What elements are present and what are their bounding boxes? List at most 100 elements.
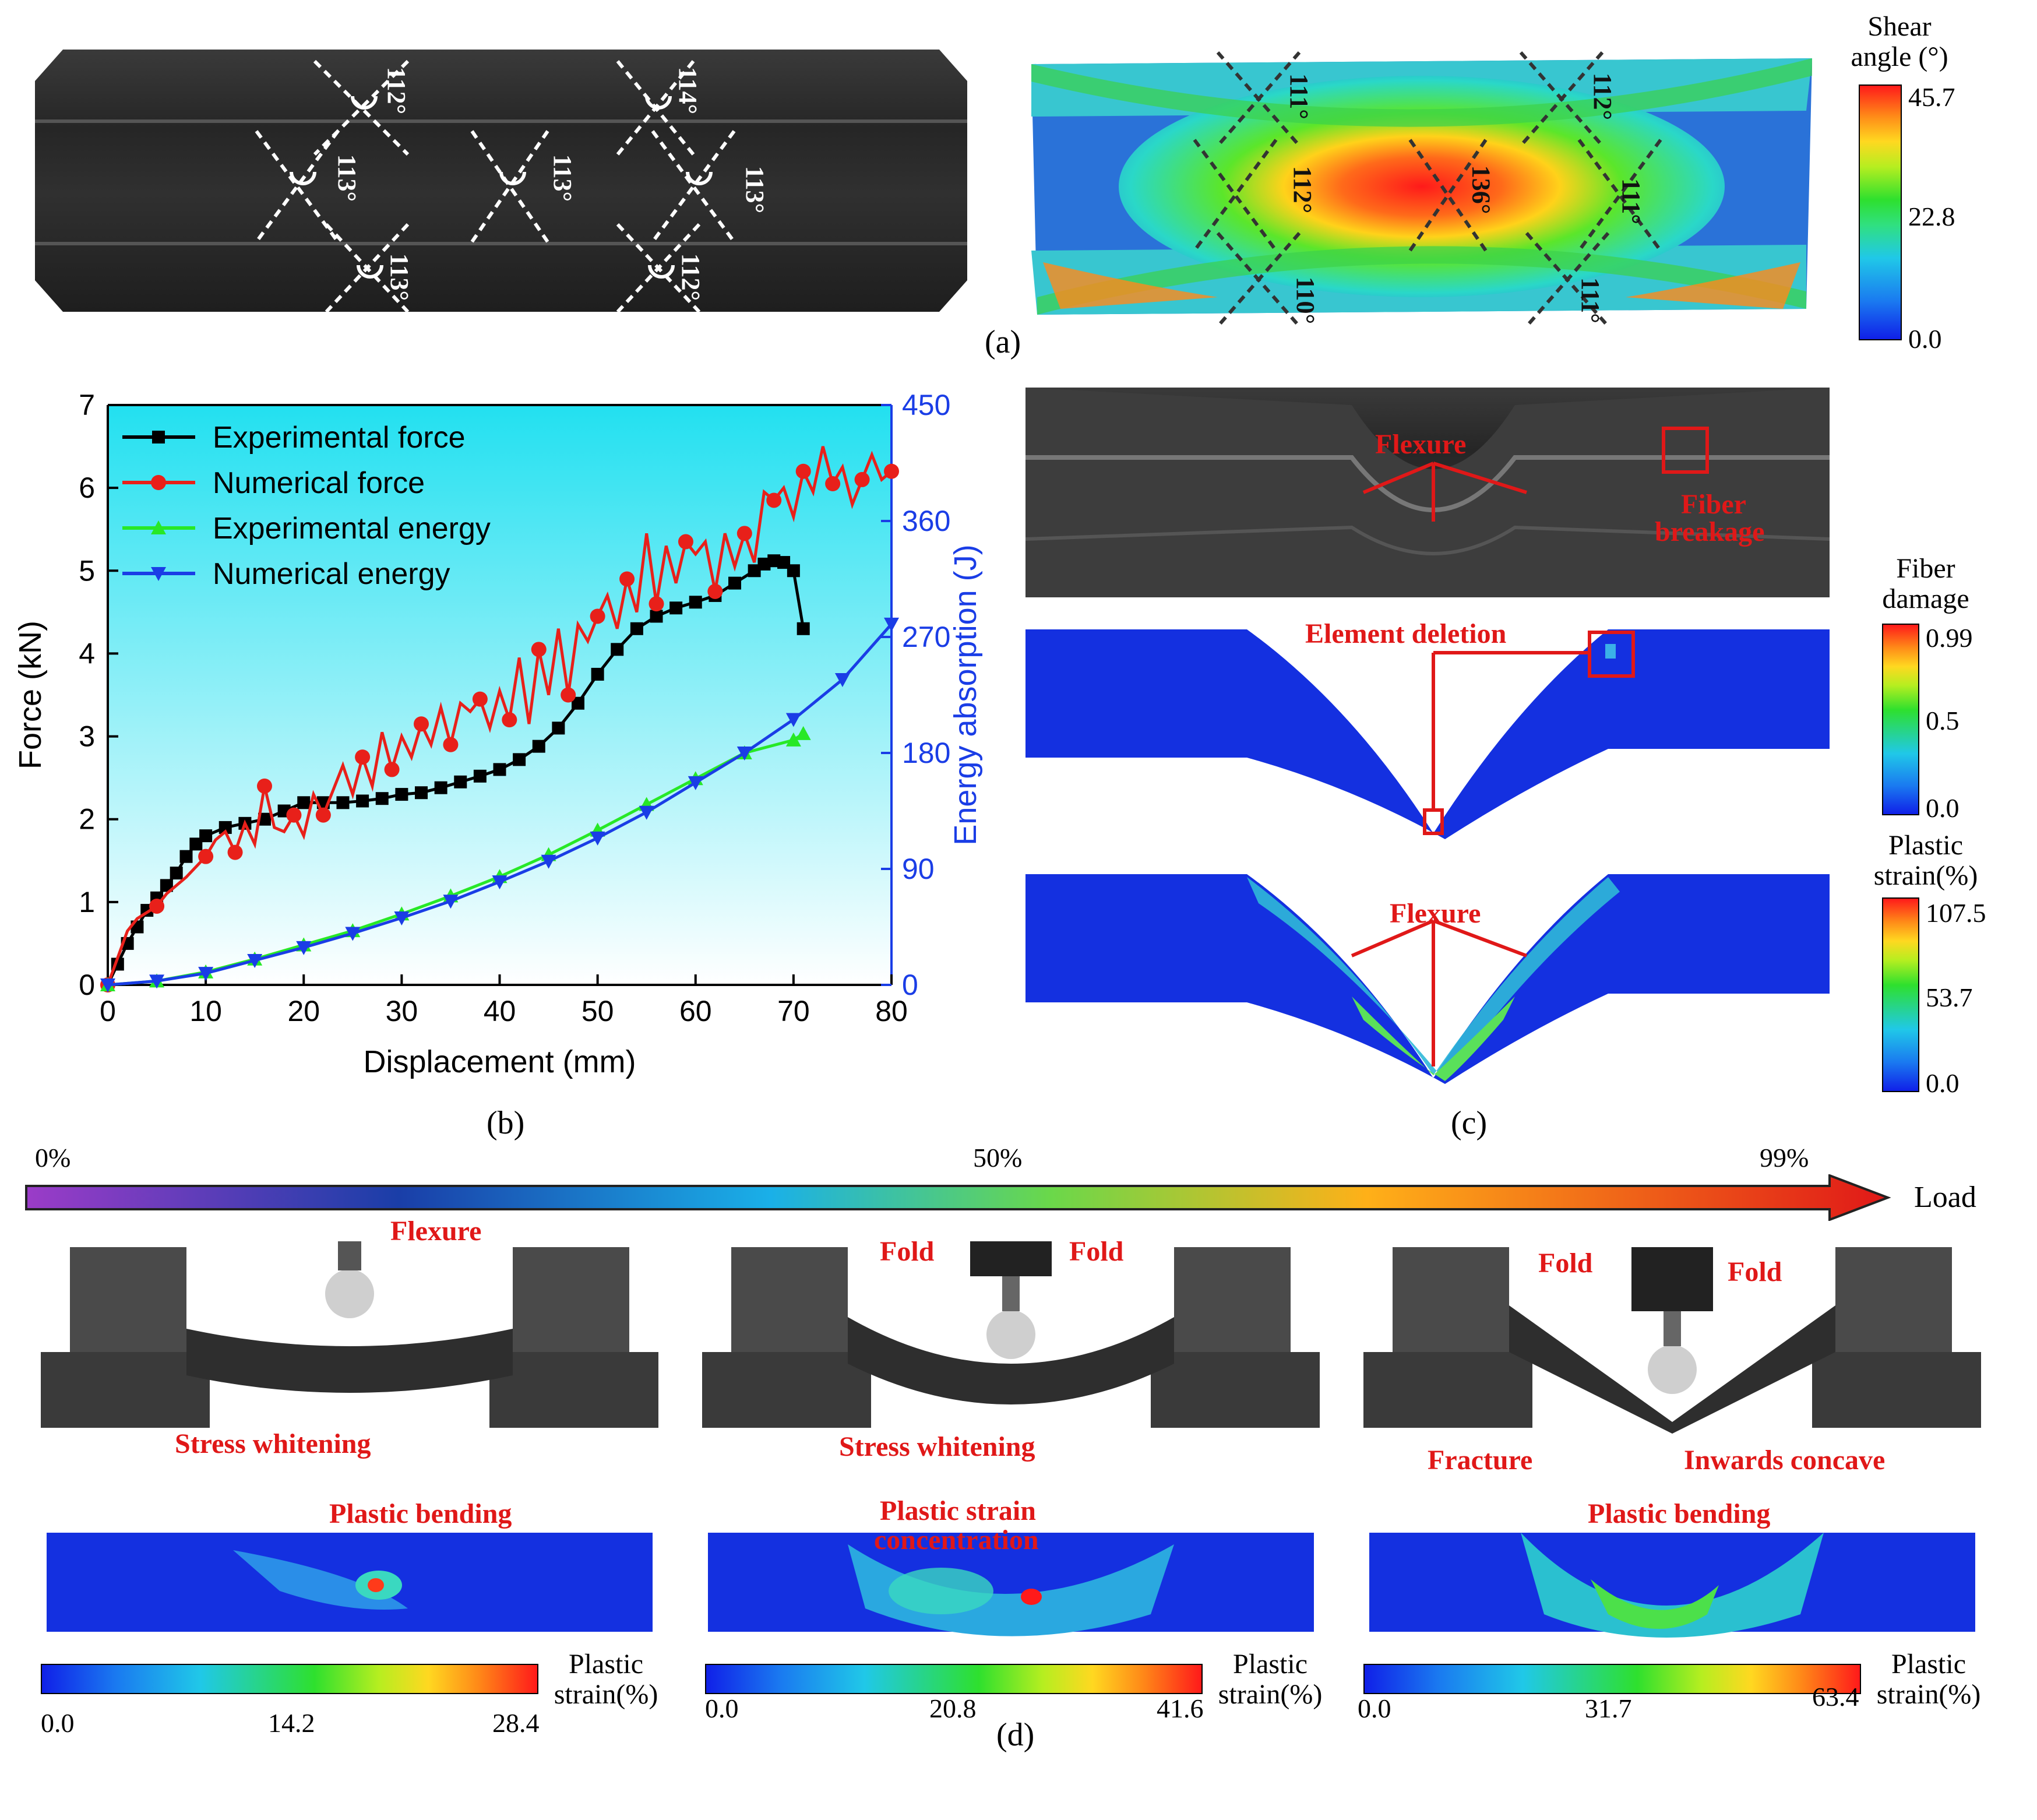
numerical-energy-point [296,941,312,955]
experimental-force-point [395,788,408,801]
numerical-energy-point [785,713,801,727]
shear-tick-max: 45.7 [1908,82,1955,112]
stage2-colorbar-title: Plastic strain(%) [1218,1649,1323,1710]
numerical-force-point [619,571,635,587]
numerical-force-point [315,807,331,823]
experimental-force-point [748,564,761,578]
stage1-flexure-label: Flexure [390,1216,482,1247]
numerical-force-point [766,492,782,508]
numerical-energy-point [884,617,899,632]
experimental-specimen-photo [35,50,967,312]
plastic-tick-mid: 53.7 [1926,983,1973,1012]
exp-angle-4: 113° [548,154,577,202]
x-tick-label: 70 [777,995,810,1027]
flexure-label-top: Flexure [1375,429,1467,460]
numerical-energy-point [834,673,850,687]
numerical-force-point [795,463,811,479]
experimental-force-point [297,796,311,809]
stage2-test-photo [696,1235,1326,1434]
fiber-tick-min: 0.0 [1926,793,1960,823]
experimental-force-point [258,812,271,826]
y-tick-label: 2 [79,803,95,836]
x-tick-label: 20 [287,995,320,1027]
fiber-breakage-label-2: breakage [1655,516,1765,547]
experimental-force-point [434,781,447,794]
exp-angle-5: 114° [674,66,703,115]
experimental-force-point [757,557,771,571]
panel-a-label: (a) [985,324,1021,360]
numerical-force-point [884,463,899,479]
y2-tick-label: 90 [902,853,935,885]
fiber-tick-max: 0.99 [1926,623,1973,653]
stage2-fold-left-label: Fold [880,1236,935,1267]
load-start-label: 0% [35,1143,71,1173]
exp-angle-3: 113° [385,253,414,301]
x-tick-label: 30 [386,995,418,1027]
experimental-force-point [611,643,624,656]
num-angle-6: 110° [1291,276,1320,325]
experimental-force-point [415,786,428,800]
y2-axis-label: Energy absorption (J) [948,544,983,845]
legend-label-experimental-energy: Experimental energy [213,512,491,545]
numerical-energy-point [149,974,165,989]
numerical-force-point [384,762,400,777]
fiber-colorbar [1882,624,1919,815]
stage3-colorbar [1363,1664,1861,1694]
x-tick-label: 0 [100,995,116,1027]
x-tick-label: 60 [679,995,712,1027]
legend-label-numerical-energy: Numerical energy [213,557,450,591]
stage1-tick-max: 28.4 [492,1708,540,1738]
experimental-force-point [728,576,741,590]
y-tick-label: 5 [79,554,95,587]
load-progress-arrow [25,1174,1891,1221]
y-axis-label: Force (kN) [13,621,48,769]
numerical-force-point [355,749,371,765]
stage1-colorbar [41,1664,538,1694]
plastic-strain-contour [1025,874,1830,1084]
numerical-force-point [531,642,547,657]
exp-angle-7: 112° [676,253,706,301]
y-tick-label: 6 [79,471,95,504]
experimental-force-point [689,596,702,609]
x-tick-label: 50 [582,995,614,1027]
experimental-force-point [797,622,810,635]
numerical-energy-point [394,911,410,926]
stage2-plastic-strain-label: Plastic strain [880,1495,1036,1526]
shear-tick-min: 0.0 [1908,324,1942,354]
x-axis-label: Displacement (mm) [363,1044,636,1079]
legend-label-numerical-force: Numerical force [213,466,425,500]
numerical-energy-point [100,978,115,992]
experimental-force-point [513,753,526,766]
numerical-force-point [561,687,576,703]
legend-label-experimental-force: Experimental force [213,421,466,455]
stage3-inwards-concave-label: Inwards concave [1684,1445,1886,1476]
numerical-force-point [678,534,693,550]
stage2-tick-mid: 20.8 [929,1694,977,1723]
stage3-colorbar-title: Plastic strain(%) [1876,1649,1981,1710]
exp-angle-2: 113° [333,154,362,202]
numerical-energy-point [688,776,703,790]
y-tick-label: 4 [79,637,95,670]
numerical-force-point [502,712,517,728]
numerical-force-point [736,526,752,541]
exp-angle-6: 113° [741,166,770,214]
plastic-colorbar-title: Plastic strain(%) [1873,830,1978,891]
plastic-colorbar [1882,897,1919,1092]
numerical-force-point [472,691,488,707]
numerical-energy-point [736,747,752,761]
numerical-force-point [414,716,429,732]
stage3-tick-mid: 31.7 [1585,1694,1632,1723]
experimental-force-point [493,763,506,776]
numerical-force-point [149,898,165,914]
stage1-plastic-contour [47,1533,653,1632]
stage3-fracture-label: Fracture [1428,1445,1533,1476]
x-tick-label: 40 [484,995,516,1027]
experimental-force-point [767,554,781,568]
numerical-energy-point [590,831,605,846]
legend-marker-numerical-energy [151,567,166,581]
y2-tick-label: 270 [902,621,950,653]
experimental-force-point [777,556,791,569]
stage3-test-photo [1358,1235,1987,1434]
x-tick-label: 10 [189,995,222,1027]
y-tick-label: 0 [79,969,95,1001]
